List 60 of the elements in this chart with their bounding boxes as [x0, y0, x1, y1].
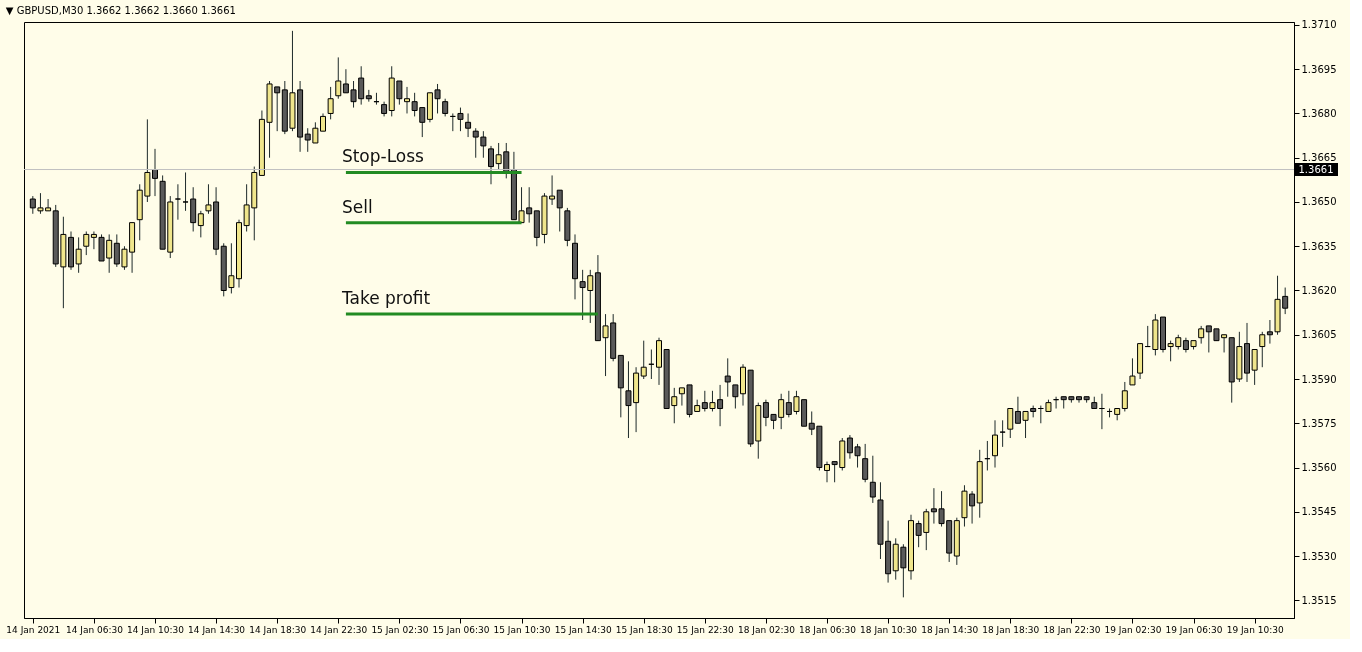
candlestick: [1007, 408, 1014, 439]
candlestick: [327, 86, 334, 120]
candlestick: [862, 443, 869, 483]
x-tick-label: 14 Jan 06:30: [65, 624, 124, 635]
x-tick-label: 18 Jan 14:30: [921, 624, 979, 635]
y-tick-label: 1.3620: [1301, 285, 1337, 296]
x-tick-label: 15 Jan 02:30: [371, 624, 429, 635]
y-tick-label: 1.3575: [1301, 417, 1337, 429]
candlestick: [197, 210, 204, 238]
candlestick: [190, 186, 197, 232]
candlestick: [869, 455, 876, 504]
y-tick-label: 1.3695: [1301, 63, 1337, 75]
x-tick-label: 14 Jan 14:30: [188, 624, 246, 635]
x-tick-label: 15 Jan 18:30: [615, 624, 673, 635]
x-tick-label: 15 Jan 22:30: [676, 624, 735, 635]
y-tick-label: 1.3545: [1301, 506, 1337, 518]
y-tick-label: 1.3560: [1301, 462, 1337, 474]
x-tick-label: 18 Jan 18:30: [982, 624, 1040, 635]
candlestick: [335, 56, 342, 100]
y-tick-label: 1.3515: [1301, 594, 1337, 606]
x-tick-label: 18 Jan 22:30: [1043, 624, 1101, 635]
y-tick-label: 1.3665: [1301, 152, 1337, 164]
candlestick: [1259, 331, 1266, 368]
y-tick-label: 1.3530: [1301, 550, 1337, 562]
x-tick-label: 14 Jan 18:30: [249, 624, 307, 635]
x-tick-label: 18 Jan 10:30: [860, 624, 918, 635]
ref-line-label: 1.3661: [1298, 163, 1334, 175]
x-tick-label: 15 Jan 06:30: [432, 624, 490, 635]
candlestick: [182, 171, 189, 212]
candlestick: [465, 112, 472, 138]
y-tick-label: 1.3635: [1301, 240, 1337, 252]
y-tick-label: 1.3680: [1301, 107, 1337, 119]
y-tick-label: 1.3605: [1301, 329, 1337, 341]
candlestick: [992, 419, 998, 469]
x-tick-label: 15 Jan 10:30: [493, 624, 551, 635]
candlestick: [457, 107, 464, 132]
chart-title: ▼ GBPUSD,M30 1.3662 1.3662 1.3660 1.3661: [5, 4, 236, 16]
x-tick-label: 18 Jan 06:30: [799, 624, 857, 635]
candlestick: [83, 230, 90, 256]
x-tick-label: 15 Jan 14:30: [554, 624, 612, 635]
candlestick: [174, 183, 181, 221]
x-tick-label: 19 Jan 06:30: [1165, 624, 1223, 635]
candlestick: [999, 419, 1006, 448]
candlestick: [1121, 381, 1128, 412]
x-tick-label: 14 Jan 10:30: [127, 624, 185, 635]
y-tick-label: 1.3710: [1301, 19, 1337, 31]
x-tick-label: 18 Jan 02:30: [737, 624, 796, 635]
candlestick: [1129, 357, 1136, 386]
y-tick-label: 1.3590: [1301, 373, 1337, 385]
series-label: Sell: [341, 196, 373, 217]
candlestick: [724, 357, 731, 398]
candlestick: [556, 189, 563, 232]
series-label: Take profit: [340, 288, 431, 309]
x-tick-label: 14 Jan 2021: [6, 624, 61, 635]
candlestick: [640, 340, 647, 380]
y-tick-label: 1.3650: [1301, 196, 1337, 208]
x-tick-label: 19 Jan 10:30: [1226, 624, 1284, 635]
series-label: Stop-Loss: [341, 146, 425, 167]
x-tick-label: 14 Jan 22:30: [310, 624, 368, 635]
x-tick-label: 19 Jan 02:30: [1104, 624, 1162, 635]
